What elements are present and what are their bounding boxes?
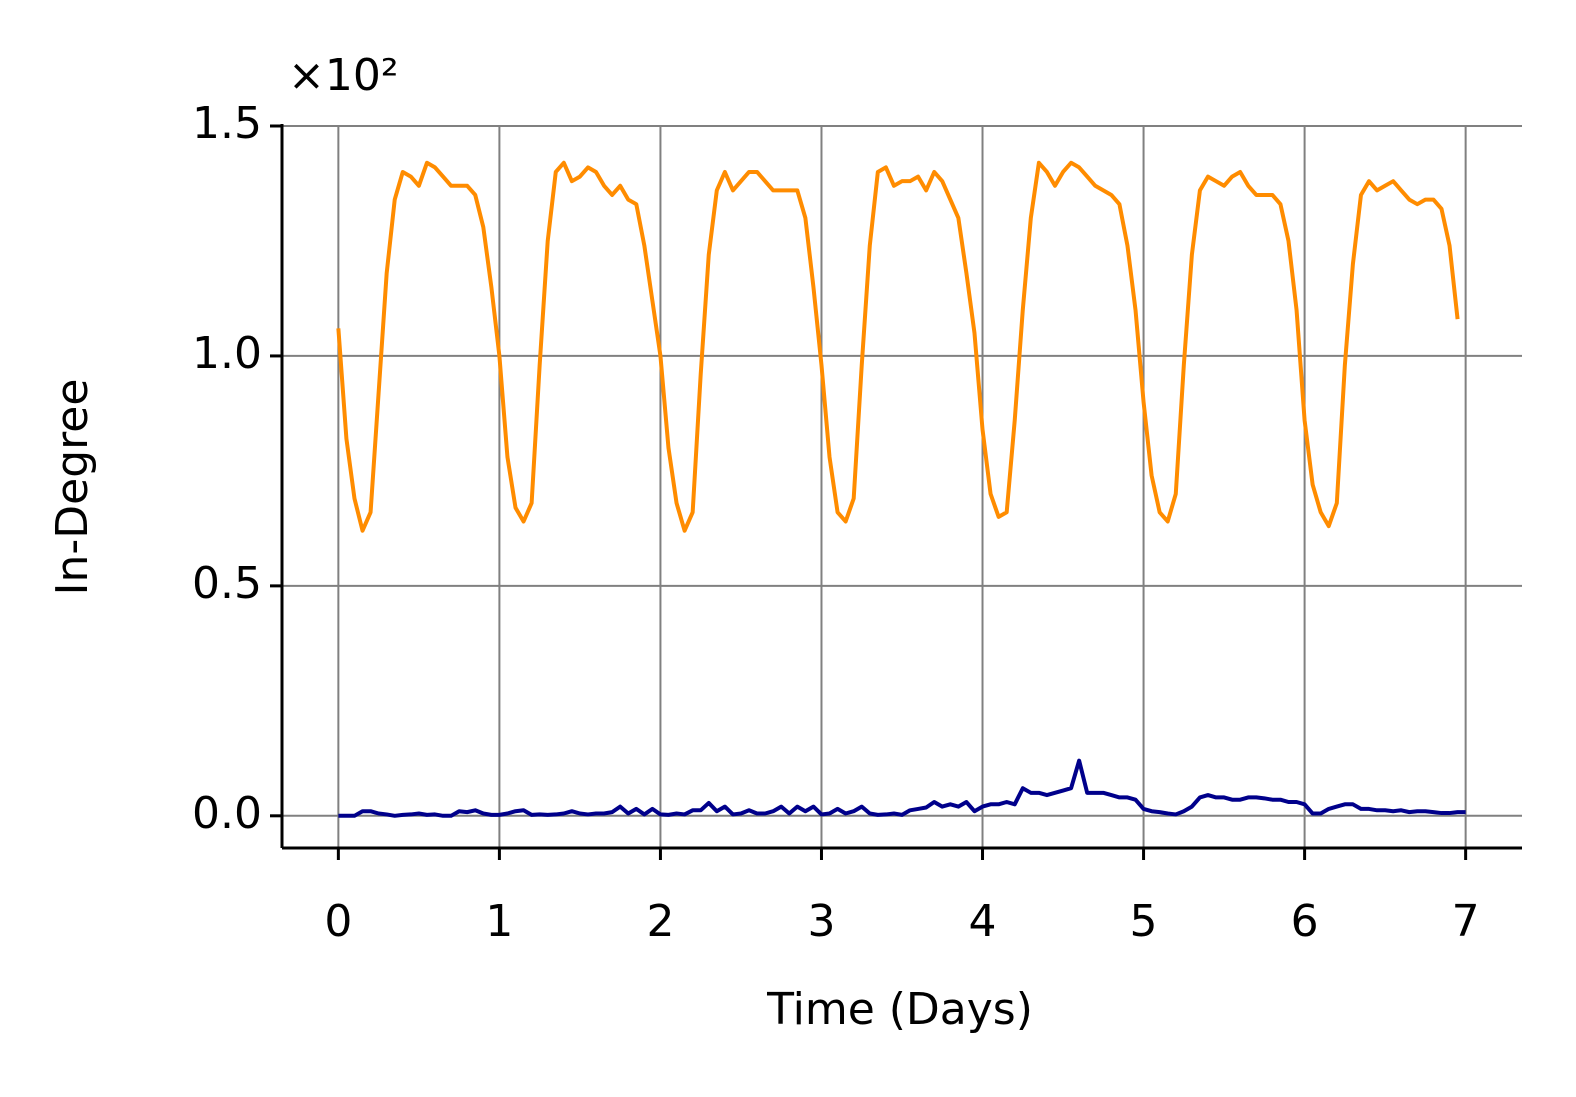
x-tick-label: 6 bbox=[1291, 896, 1319, 947]
x-tick-label: 0 bbox=[324, 896, 352, 947]
y-axis-label: In-Degree bbox=[47, 379, 98, 596]
y-tick-label: 1.5 bbox=[192, 98, 262, 149]
x-tick-label: 1 bbox=[485, 896, 513, 947]
offset-text: ×10² bbox=[288, 50, 399, 101]
x-tick-label: 7 bbox=[1452, 896, 1480, 947]
y-tick-label: 0.5 bbox=[192, 558, 262, 609]
y-tick-label: 0.0 bbox=[192, 788, 262, 839]
series-line bbox=[338, 758, 1466, 818]
x-tick-label: 2 bbox=[646, 896, 674, 947]
x-axis-label: Time (Days) bbox=[766, 984, 1033, 1035]
y-tick-label: 1.0 bbox=[192, 328, 262, 379]
x-tick-label: 3 bbox=[807, 896, 835, 947]
x-tick-label: 4 bbox=[969, 896, 997, 947]
series-line bbox=[336, 160, 1460, 533]
x-tick-label: 5 bbox=[1130, 896, 1158, 947]
